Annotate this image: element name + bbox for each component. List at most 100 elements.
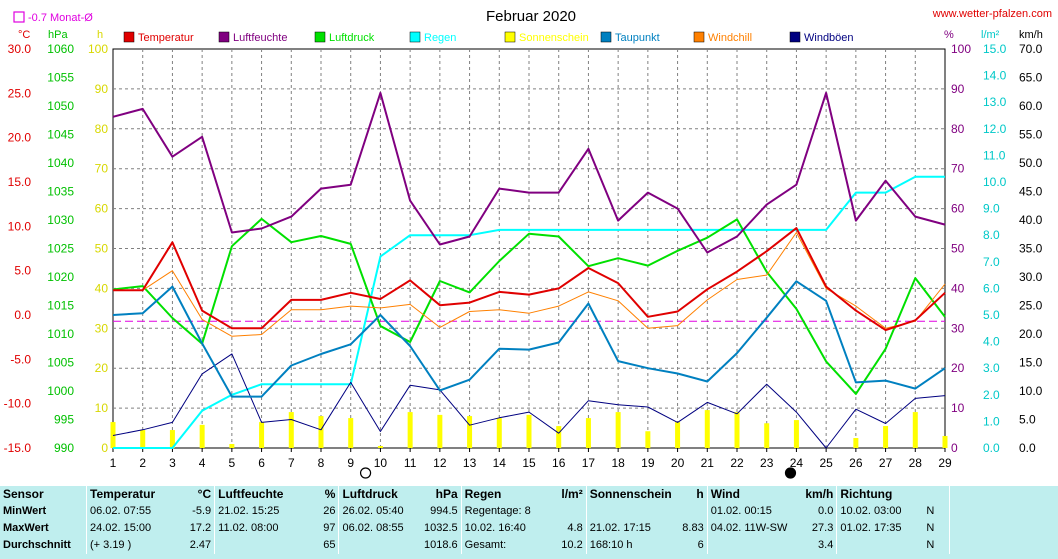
website-link[interactable]: www.wetter-pfalzen.com	[932, 8, 1052, 20]
y-tick-label-rain: 10.0	[983, 175, 1007, 189]
summary-header-sun: Sonnenschein	[585, 486, 675, 503]
x-tick-label: 17	[582, 456, 596, 470]
monthly-avg-label: -0.7 Monat-Ø	[28, 12, 93, 24]
sun-value: 6	[697, 539, 704, 551]
x-tick-label: 14	[493, 456, 507, 470]
x-tick-label: 9	[347, 456, 354, 470]
legend-label: Windböen	[804, 32, 854, 44]
y-tick-label-wind: 45.0	[1019, 185, 1043, 199]
new-moon-icon	[784, 467, 797, 479]
sunshine-bar	[793, 420, 799, 448]
x-tick-label: 29	[938, 456, 952, 470]
sunshine-bar	[169, 430, 175, 448]
temp-time: 24.02. 15:00	[86, 520, 159, 537]
press-time: 06.02. 08:55	[338, 520, 407, 537]
sunshine-bar	[734, 412, 740, 448]
sunshine-bar	[437, 414, 443, 448]
dir-time: 01.02. 17:35	[836, 520, 924, 537]
sun-time: 21.02. 17:15	[585, 520, 675, 537]
y-tick-label-rain: 4.0	[983, 335, 1000, 349]
summary-header-dir-unit	[923, 486, 950, 503]
x-tick-label: 11	[404, 456, 417, 470]
y-tick-label-percent: 80	[951, 122, 965, 136]
y-tick-label-rain: 13.0	[983, 95, 1007, 109]
summary-header-wind: Wind	[706, 486, 791, 503]
x-tick-label: 3	[169, 456, 176, 470]
chart-title: Februar 2020	[486, 8, 576, 25]
x-tick-label: 25	[819, 456, 833, 470]
sunshine-bar	[645, 431, 651, 448]
wind-time: 01.02. 00:15	[706, 503, 791, 520]
dir-time	[836, 537, 924, 554]
legend-swatch	[504, 31, 516, 43]
x-tick-label: 10	[374, 456, 388, 470]
hum-time: 21.02. 15:25	[214, 503, 287, 520]
dir-value: N	[926, 539, 935, 551]
plot-area	[110, 91, 948, 449]
unit-rain: l/m²	[981, 29, 1000, 41]
legend-label: Luftdruck	[329, 32, 375, 44]
y-tick-label-percent: 50	[951, 242, 965, 256]
summary-header-rain: Regen	[460, 486, 534, 503]
press-time: 26.02. 05:40	[338, 503, 407, 520]
y-tick-label-rain: 14.0	[983, 69, 1007, 83]
legend-swatch	[409, 31, 421, 43]
press-value: 994.5	[430, 505, 458, 517]
summary-header-row: Sensor Temperatur °C Luftfeuchte % Luftd…	[0, 486, 1058, 503]
full-moon-icon	[359, 467, 372, 479]
y-tick-label-pressure: 1000	[47, 384, 74, 398]
temp-value: 2.47	[189, 539, 212, 551]
x-tick-label: 6	[258, 456, 265, 470]
summary-header-rain-unit: l/m²	[561, 487, 583, 501]
x-tick-label: 20	[671, 456, 685, 470]
sunshine-bar	[407, 412, 413, 448]
sunshine-bar	[496, 418, 502, 448]
x-tick-label: 7	[288, 456, 295, 470]
y-tick-label-rain: 1.0	[983, 414, 1000, 428]
series-line-luftfeuchte	[112, 91, 946, 254]
x-tick-label: 12	[433, 456, 447, 470]
press-value: 1018.6	[423, 539, 458, 551]
sun-time: 168:10 h	[585, 537, 675, 554]
summary-header-press-unit: hPa	[435, 487, 458, 501]
y-tick-label-sun: 80	[95, 122, 109, 136]
hum-value: 97	[323, 522, 336, 534]
y-tick-label-pressure: 1030	[47, 213, 74, 227]
x-tick-label: 27	[879, 456, 893, 470]
hum-time: 11.02. 08:00	[214, 520, 287, 537]
y-tick-label-rain: 8.0	[983, 228, 1000, 242]
y-tick-label-rain: 3.0	[983, 361, 1000, 375]
sunshine-bar	[140, 430, 146, 448]
y-tick-label-rain: 7.0	[983, 255, 1000, 269]
hum-time	[214, 537, 287, 554]
summary-spacer	[949, 520, 1058, 537]
summary-spacer	[949, 503, 1058, 520]
y-tick-label-sun: 20	[95, 361, 109, 375]
y-tick-label-temp: 0.0	[14, 308, 31, 322]
y-tick-label-temp: -10.0	[4, 397, 32, 411]
summary-header-temp: Temperatur	[86, 486, 159, 503]
summary-row-max: MaxWert 24.02. 15:00 17.2 11.02. 08:00 9…	[0, 520, 1058, 537]
press-value: 1032.5	[423, 522, 458, 534]
summary-header-sun-unit: h	[696, 487, 704, 501]
y-tick-label-sun: 100	[88, 42, 108, 56]
y-tick-label-rain: 15.0	[983, 42, 1007, 56]
sunshine-bar	[883, 426, 889, 448]
summary-header-hum: Luftfeuchte	[214, 486, 287, 503]
y-tick-label-percent: 90	[951, 82, 965, 96]
x-tick-label: 16	[552, 456, 566, 470]
series-line-temperatur	[113, 227, 946, 332]
summary-spacer	[949, 486, 1058, 503]
y-tick-label-percent: 30	[951, 321, 965, 335]
sunshine-bar	[348, 418, 354, 448]
y-tick-label-wind: 30.0	[1019, 270, 1043, 284]
sunshine-bar	[259, 422, 265, 448]
y-tick-label-pressure: 1005	[47, 356, 74, 370]
dir-value: N	[926, 505, 935, 517]
rain-time: Regentage: 8	[460, 503, 534, 520]
temp-value: 17.2	[189, 522, 212, 534]
y-tick-label-temp: -15.0	[4, 441, 32, 455]
x-tick-label: 24	[790, 456, 804, 470]
sunshine-bar	[556, 426, 562, 448]
hum-value: 26	[323, 505, 336, 517]
